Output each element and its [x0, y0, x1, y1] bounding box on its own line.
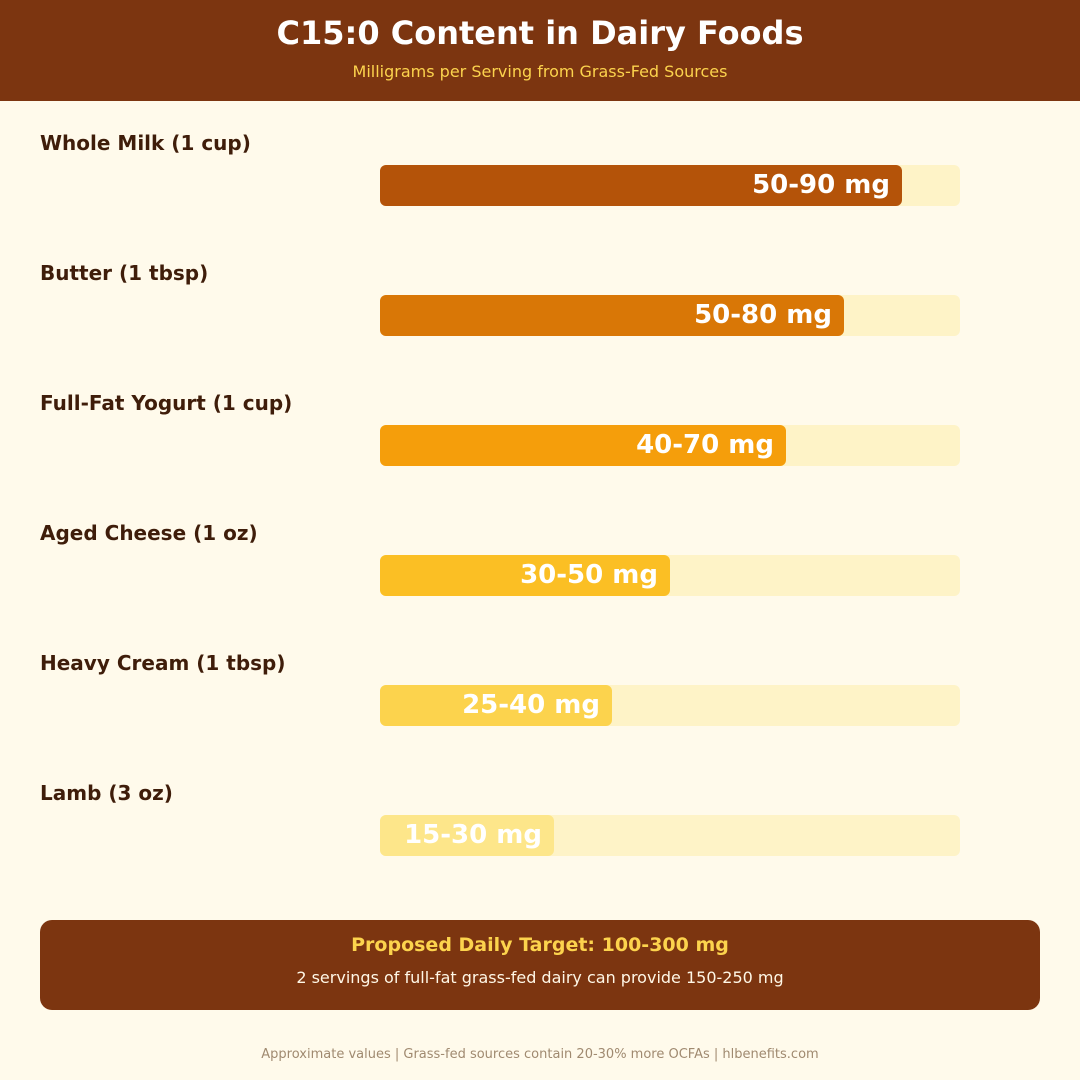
daily-target-callout: Proposed Daily Target: 100-300 mg 2 serv…: [40, 920, 1040, 1010]
category-label: Aged Cheese (1 oz): [40, 521, 258, 545]
category-label: Lamb (3 oz): [40, 781, 173, 805]
bar-track: 30-50 mg: [380, 555, 960, 596]
bar-row: Full-Fat Yogurt (1 cup) 40-70 mg: [0, 390, 1080, 520]
bar-row: Aged Cheese (1 oz) 30-50 mg: [0, 520, 1080, 650]
category-label: Butter (1 tbsp): [40, 261, 209, 285]
bar: 15-30 mg: [380, 815, 554, 856]
bar: 30-50 mg: [380, 555, 670, 596]
data-label: 25-40 mg: [462, 690, 600, 720]
bar-track: 15-30 mg: [380, 815, 960, 856]
bar: 25-40 mg: [380, 685, 612, 726]
bar-row: Butter (1 tbsp) 50-80 mg: [0, 260, 1080, 390]
data-label: 30-50 mg: [520, 560, 658, 590]
bar: 50-80 mg: [380, 295, 844, 336]
data-label: 50-80 mg: [694, 300, 832, 330]
footer-note: Approximate values | Grass-fed sources c…: [261, 1047, 819, 1062]
bar-track: 40-70 mg: [380, 425, 960, 466]
callout-text: 2 servings of full-fat grass-fed dairy c…: [296, 968, 784, 987]
bar-track: 25-40 mg: [380, 685, 960, 726]
chart-subtitle: Milligrams per Serving from Grass-Fed So…: [352, 62, 728, 81]
category-label: Whole Milk (1 cup): [40, 131, 251, 155]
data-label: 40-70 mg: [636, 430, 774, 460]
category-label: Full-Fat Yogurt (1 cup): [40, 391, 293, 415]
header: C15:0 Content in Dairy Foods Milligrams …: [0, 0, 1080, 101]
bar-row: Heavy Cream (1 tbsp) 25-40 mg: [0, 650, 1080, 780]
bar-row: Lamb (3 oz) 15-30 mg: [0, 780, 1080, 910]
bar: 50-90 mg: [380, 165, 902, 206]
data-label: 15-30 mg: [404, 820, 542, 850]
callout-title: Proposed Daily Target: 100-300 mg: [351, 934, 729, 956]
bar-track: 50-90 mg: [380, 165, 960, 206]
category-label: Heavy Cream (1 tbsp): [40, 651, 286, 675]
bar: 40-70 mg: [380, 425, 786, 466]
bar-track: 50-80 mg: [380, 295, 960, 336]
bar-row: Whole Milk (1 cup) 50-90 mg: [0, 130, 1080, 260]
data-label: 50-90 mg: [752, 170, 890, 200]
chart-title: C15:0 Content in Dairy Foods: [276, 14, 804, 52]
